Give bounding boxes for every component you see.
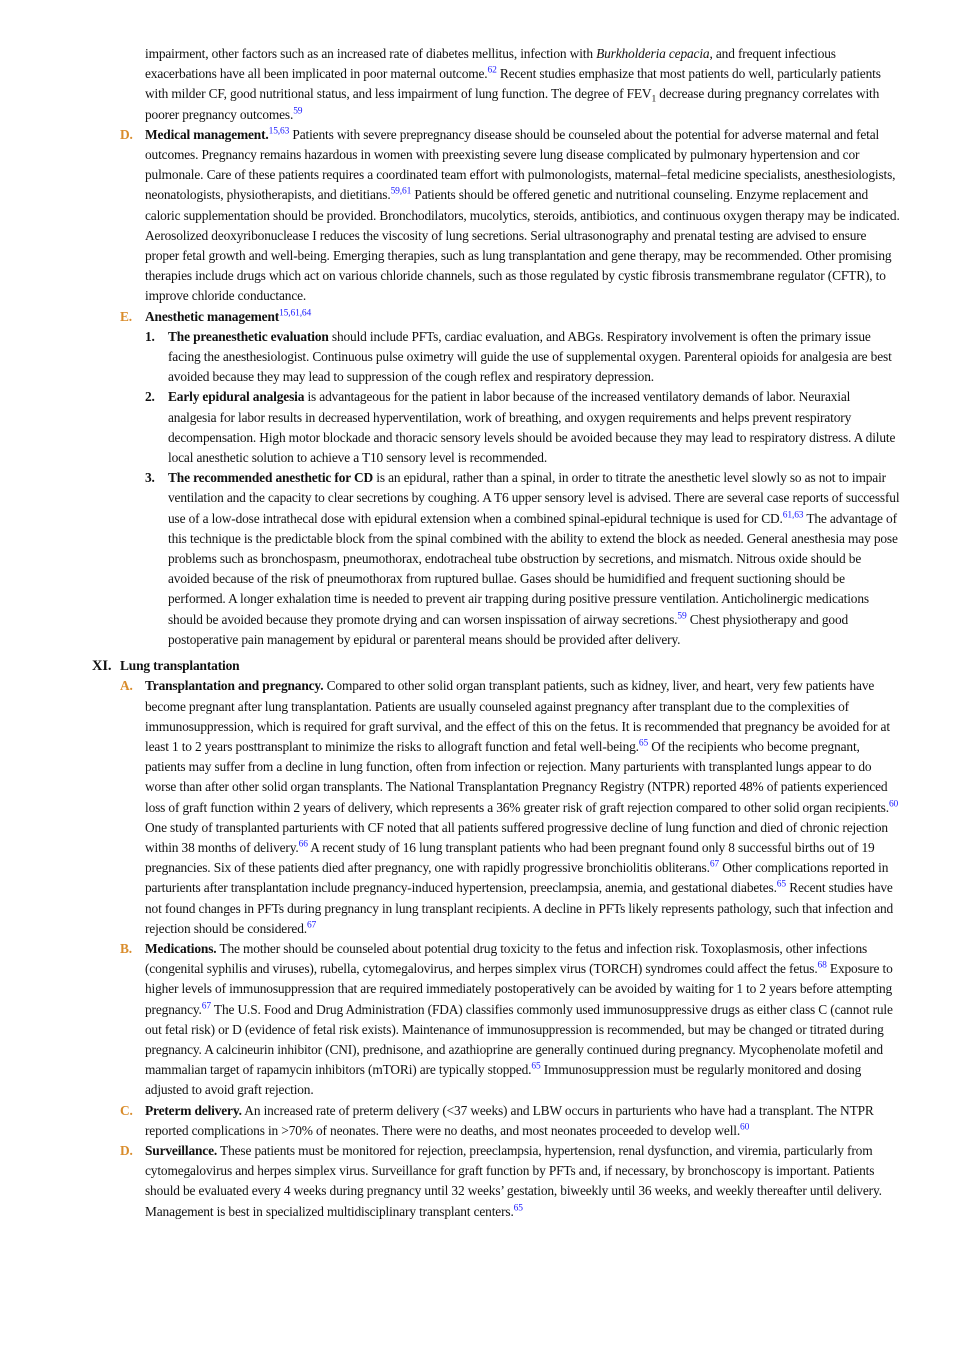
text-run: Compared to other solid organ transplant… (145, 678, 890, 754)
bold-run: Medical management. (145, 126, 269, 142)
citation: 62 (487, 65, 497, 76)
citation: 65 (776, 879, 786, 890)
citation: 65 (513, 1203, 523, 1214)
citation: 65 (531, 1061, 541, 1072)
bold-run: The preanesthetic evaluation (168, 328, 329, 344)
lettered-item: B. Medications. The mother should be coun… (120, 939, 900, 1101)
citation: 61,63 (782, 510, 804, 521)
text-run: should include PFTs, cardiac evaluation,… (168, 328, 892, 385)
lettered-item: D. Surveillance. These patients must be m… (120, 1141, 900, 1222)
text-run: Immunosuppression must be regularly moni… (145, 1062, 862, 1098)
citation: 67 (201, 1001, 211, 1012)
text-run: Other complications reported in parturie… (145, 860, 889, 896)
text-run: impairment, other factors such as an inc… (145, 46, 597, 61)
citation: 15,61,64 (279, 308, 312, 319)
citation: 59 (677, 611, 687, 622)
paragraph: Medications. The mother should be counse… (145, 939, 900, 1101)
numbered-item: 2. Early epidural analgesia is advantageo… (145, 387, 900, 468)
paragraph: Preterm delivery. An increased rate of p… (145, 1101, 900, 1141)
text-run: A recent study of 16 lung transplant pat… (145, 839, 875, 876)
text-run: These patients must be monitored for rej… (145, 1142, 882, 1219)
citation: 60 (740, 1122, 750, 1133)
lettered-item: E. Anesthetic management15,61,64 1. The pre… (120, 307, 900, 650)
section-heading: XI. Lung transplantation (92, 656, 900, 676)
citation: 59 (293, 106, 303, 117)
paragraph: The preanesthetic evaluation should incl… (168, 327, 900, 388)
citation: 66 (298, 839, 308, 850)
item-marker: 1. (145, 328, 155, 344)
section-title: Lung transplantation (120, 658, 240, 674)
paragraph: Surveillance. These patients must be mon… (145, 1141, 900, 1222)
citation: 65 (638, 738, 649, 749)
text-run: The advantage of this technique is the p… (168, 510, 898, 627)
item-marker: A. (120, 678, 133, 694)
bold-run: Anesthetic management (145, 308, 280, 324)
italic-run: Burkholderia cepacia (596, 46, 710, 61)
item-marker: D. (120, 1142, 133, 1158)
text-run: The U.S. Food and Drug Administration (F… (145, 1001, 893, 1078)
text-run: One study of transplanted parturients wi… (145, 819, 888, 855)
citation: 67 (709, 859, 720, 870)
citation: 59,61 (390, 186, 412, 197)
lettered-item: A. Transplantation and pregnancy. Compare… (120, 676, 900, 939)
text-run: Patients should be offered genetic and n… (145, 187, 900, 304)
bold-run: Surveillance. (145, 1142, 218, 1158)
text-run: Patients with severe prepregnancy diseas… (145, 126, 896, 203)
item-marker: B. (120, 940, 132, 956)
text-run: Recent studies have not found changes in… (145, 880, 894, 936)
text-run: The mother should be counseled about pot… (145, 940, 868, 977)
document: impairment, other factors such as an inc… (92, 44, 900, 1222)
numbered-item: 1. The preanesthetic evaluation should in… (145, 327, 900, 388)
citation: 60 (888, 799, 899, 810)
paragraph: Transplantation and pregnancy. Compared … (145, 676, 900, 939)
numbered-item: 3. The recommended anesthetic for CD is a… (145, 468, 900, 650)
citation: 15,63 (268, 126, 290, 137)
bold-run: The recommended anesthetic for CD (168, 470, 374, 486)
paragraph: Medical management.15,63 Patients with s… (145, 125, 900, 307)
paragraph: Early epidural analgesia is advantageous… (168, 387, 900, 468)
paragraph: Anesthetic management15,61,64 (145, 307, 900, 327)
lettered-item: D. Medical management.15,63 Patients with… (120, 125, 900, 307)
item-marker: 3. (145, 470, 155, 486)
text-run: decrease during pregnancy correlates wit… (145, 86, 880, 122)
text-run: Recent studies emphasize that most patie… (145, 66, 881, 102)
text-run: Of the recipients who become pregnant, p… (145, 738, 889, 815)
text-run: is advantageous for the patient in labor… (168, 389, 896, 466)
item-marker: D. (120, 126, 133, 142)
text-run: An increased rate of preterm delivery (<… (145, 1102, 874, 1138)
item-marker: C. (120, 1102, 133, 1118)
citation: 67 (306, 920, 317, 931)
item-marker: 2. (145, 389, 155, 405)
section-numeral: XI. (92, 658, 112, 675)
bold-run: Early epidural analgesia (168, 389, 305, 405)
bold-run: Preterm delivery. (145, 1102, 242, 1118)
text-run: is an epidural, rather than a spinal, in… (168, 470, 900, 526)
subscript: 1 (651, 95, 657, 106)
lettered-item: C. Preterm delivery. An increased rate of… (120, 1101, 900, 1141)
text-run: Chest physiotherapy and good postoperati… (168, 611, 849, 647)
paragraph: The recommended anesthetic for CD is an … (168, 468, 900, 650)
citation: 68 (817, 960, 827, 971)
bold-run: Transplantation and pregnancy. (145, 678, 324, 694)
text-run: Exposure to higher levels of immunosuppr… (145, 961, 893, 1017)
item-marker: E. (120, 308, 132, 324)
bold-run: Medications. (145, 940, 217, 956)
paragraph: impairment, other factors such as an inc… (145, 44, 900, 125)
text-run: , and frequent infectious exacerbations … (145, 46, 836, 82)
